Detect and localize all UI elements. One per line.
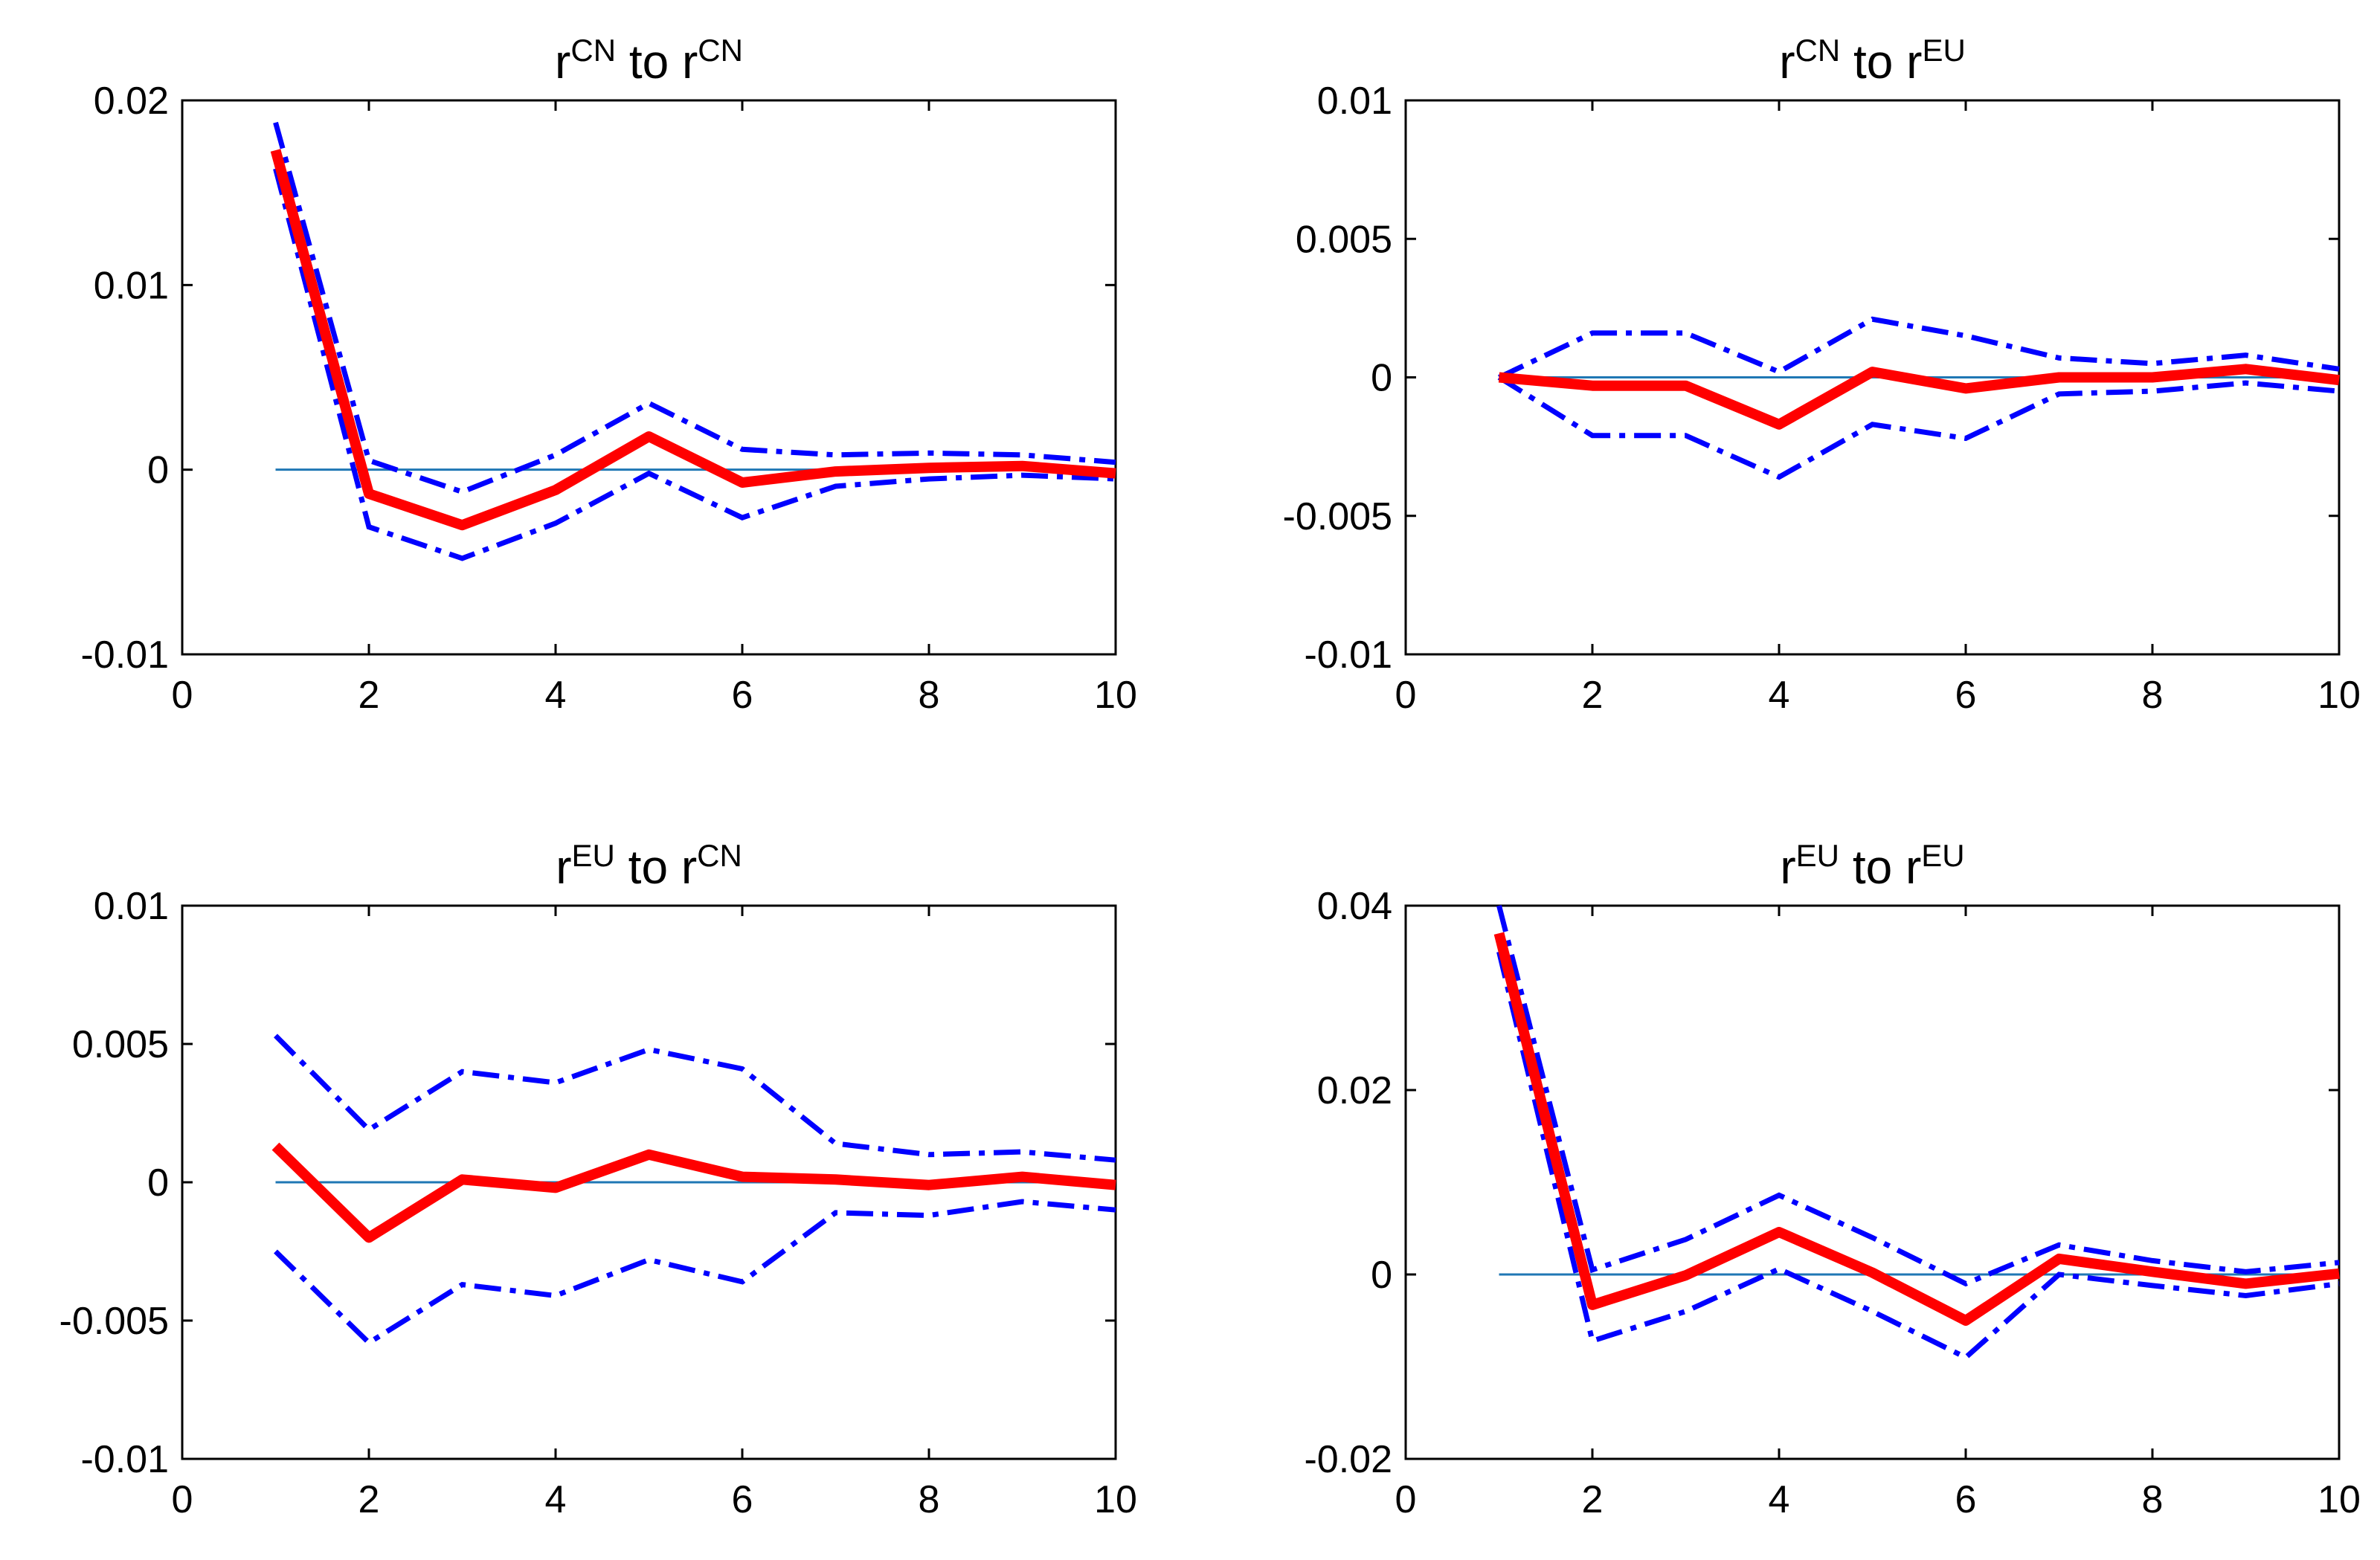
x-tick-label: 8 [919, 674, 940, 717]
title-base1: r [555, 35, 570, 88]
title-sup1: CN [570, 33, 616, 68]
series-upper-line [273, 121, 1116, 495]
y-tick-label: 0 [147, 1161, 169, 1205]
series-lower-line [1496, 951, 2340, 1361]
series-lower-line [1497, 375, 2340, 480]
axes-box [181, 99, 1117, 656]
x-tick-label: 10 [2318, 1478, 2361, 1521]
y-tick-label: 0.005 [1296, 218, 1392, 261]
title-sup1: CN [1795, 33, 1841, 68]
y-tick-label: -0.01 [80, 1438, 169, 1481]
x-tick-label: 2 [358, 674, 380, 717]
x-tick-label: 8 [919, 1478, 940, 1521]
title-base2: r [682, 35, 698, 88]
y-tick-label: -0.005 [1283, 495, 1392, 538]
y-tick-label: 0.02 [1317, 1069, 1392, 1112]
x-tick-label: 6 [732, 1478, 753, 1521]
panel-title: rCN to rCN [555, 33, 743, 89]
title-base2: r [681, 840, 697, 894]
x-tick-label: 0 [172, 1478, 193, 1521]
y-tick-label: -0.01 [80, 634, 169, 677]
y-tick-label: 0 [147, 449, 169, 492]
x-tick-label: 8 [2142, 1478, 2164, 1521]
y-tick-label: 0 [1371, 357, 1392, 400]
x-tick-label: 8 [2142, 674, 2164, 717]
series-irf-line [1493, 932, 2340, 1326]
title-base1: r [1780, 840, 1795, 894]
title-sup2: EU [1922, 33, 1965, 68]
y-tick-label: -0.01 [1304, 634, 1392, 677]
y-tick-label: 0.005 [72, 1023, 169, 1066]
x-tick-label: 4 [1769, 674, 1790, 717]
x-tick-label: 4 [545, 1478, 567, 1521]
x-tick-label: 6 [1955, 1478, 1977, 1521]
x-tick-label: 0 [1395, 1478, 1417, 1521]
series-upper-line [274, 1034, 1116, 1163]
panel-title: rCN to rEU [1779, 33, 1966, 89]
series-lower-line [273, 168, 1116, 561]
title-mid: to [616, 35, 682, 88]
y-tick-label: -0.02 [1304, 1438, 1392, 1481]
title-sup2: EU [1921, 838, 1964, 873]
panel-title: rEU to rEU [1780, 838, 1964, 895]
title-sup2: CN [697, 838, 742, 873]
x-tick-label: 2 [1582, 1478, 1604, 1521]
title-mid: to [1839, 840, 1905, 894]
y-tick-label: 0.02 [94, 80, 169, 123]
x-tick-label: 0 [172, 674, 193, 717]
x-tick-label: 4 [1769, 1478, 1790, 1521]
title-base2: r [1905, 840, 1921, 894]
x-tick-label: 6 [1955, 674, 1977, 717]
x-tick-label: 4 [545, 674, 567, 717]
series-irf-line [1498, 364, 2340, 430]
series-irf-line [270, 149, 1116, 531]
title-sup2: CN [698, 33, 743, 68]
title-base1: r [1779, 35, 1795, 88]
y-tick-label: -0.005 [60, 1300, 169, 1343]
y-tick-label: 0.04 [1317, 885, 1392, 928]
title-base1: r [556, 840, 571, 894]
y-tick-label: 0.01 [94, 264, 169, 307]
x-tick-label: 2 [1582, 674, 1604, 717]
x-tick-label: 0 [1395, 674, 1417, 717]
title-mid: to [1840, 35, 1906, 88]
series-upper-line [1496, 905, 2340, 1287]
y-tick-label: 0.01 [1317, 80, 1392, 123]
title-sup1: EU [1796, 838, 1839, 873]
panel-title: rEU to rCN [556, 838, 742, 895]
x-tick-label: 6 [732, 674, 753, 717]
y-tick-label: 0.01 [94, 885, 169, 928]
x-tick-label: 2 [358, 1478, 380, 1521]
x-tick-label: 10 [1094, 1478, 1137, 1521]
axes-box [1404, 904, 2341, 1460]
title-sup1: EU [572, 838, 615, 873]
series-irf-line [271, 1142, 1116, 1243]
x-tick-label: 10 [2318, 674, 2361, 717]
title-base2: r [1906, 35, 1922, 88]
title-mid: to [615, 840, 681, 894]
x-tick-label: 10 [1094, 674, 1137, 717]
y-tick-label: 0 [1371, 1254, 1392, 1297]
